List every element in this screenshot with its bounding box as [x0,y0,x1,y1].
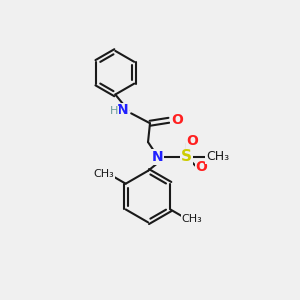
Text: O: O [196,160,208,174]
Text: N: N [116,103,128,117]
Text: CH₃: CH₃ [182,214,203,224]
Text: CH₃: CH₃ [94,169,114,179]
Text: S: S [181,149,192,164]
Text: CH₃: CH₃ [206,150,229,164]
Text: N: N [152,150,164,164]
Text: H: H [110,106,118,116]
Text: O: O [171,113,183,127]
Text: O: O [187,134,199,148]
